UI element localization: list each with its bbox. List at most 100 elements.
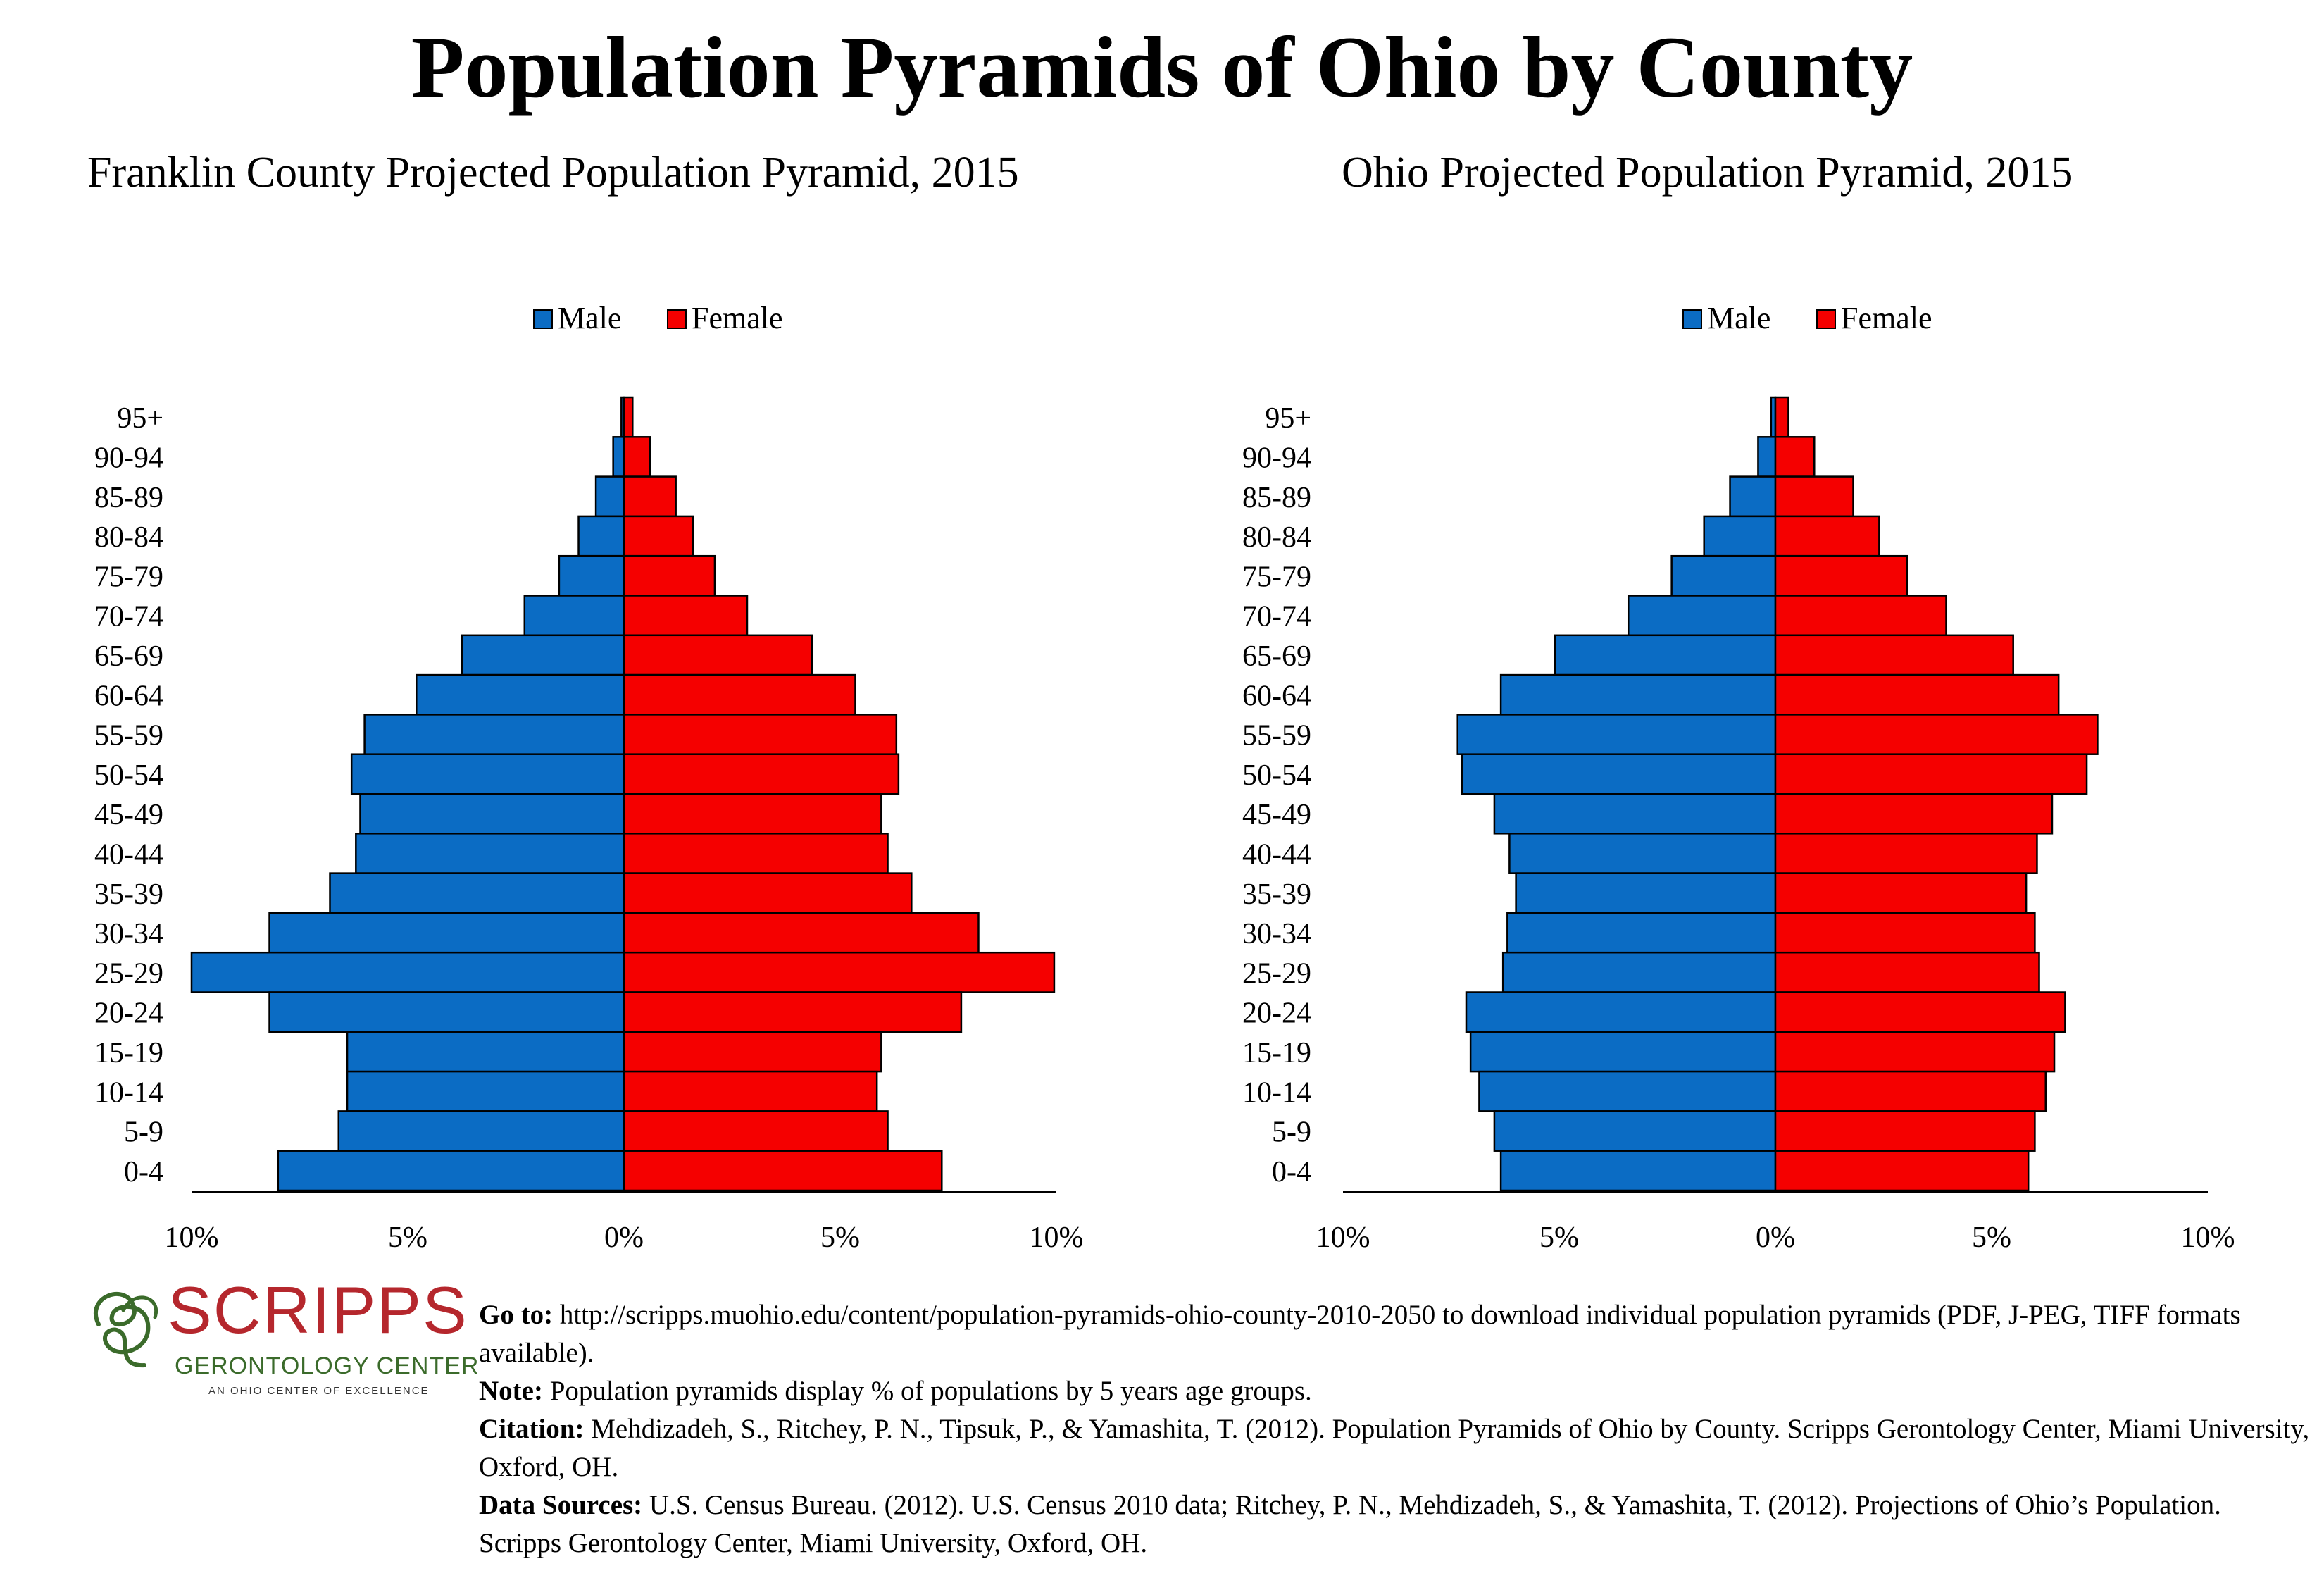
bar-female [623, 515, 694, 557]
bar-female [623, 833, 889, 874]
bar-male [1554, 634, 1777, 676]
category-label: 40-44 [94, 838, 163, 871]
bar-female [1774, 436, 1816, 478]
legend-label-female: Female [1841, 301, 1932, 335]
category-label: 80-84 [94, 521, 163, 554]
x-tick-label: 0% [1756, 1222, 1795, 1254]
chart-title-franklin: Franklin County Projected Population Pyr… [87, 149, 1019, 197]
bar-female [1774, 991, 2066, 1033]
category-label: 80-84 [1242, 521, 1311, 554]
category-label: 5-9 [124, 1117, 163, 1149]
bar-female [1774, 753, 2088, 795]
legend-label-female: Female [692, 301, 783, 335]
bar-male [1508, 833, 1777, 874]
footer-sources-text: U.S. Census Bureau. (2012). U.S. Census … [479, 1490, 2221, 1558]
bar-male [329, 872, 625, 914]
category-label: 30-34 [1242, 918, 1311, 950]
legend-swatch-female [1816, 309, 1836, 329]
bar-female [1774, 833, 2038, 874]
bar-female [623, 476, 677, 518]
footer-notes: Go to: http://scripps.muohio.edu/content… [479, 1296, 2310, 1562]
bar-male [1465, 991, 1777, 1033]
bar-female [1774, 714, 2099, 755]
logo-name: SCRIPPS [168, 1273, 468, 1347]
chart-title-ohio: Ohio Projected Population Pyramid, 2015 [1342, 149, 2073, 197]
category-label: 35-39 [94, 878, 163, 911]
bar-male [355, 833, 625, 874]
bar-female [623, 912, 980, 954]
category-label: 75-79 [94, 561, 163, 593]
category-label: 70-74 [1242, 601, 1311, 633]
x-tick-label: 10% [2181, 1222, 2235, 1254]
bar-female [1774, 912, 2036, 954]
logo-subtitle: GERONTOLOGY CENTER [175, 1353, 480, 1379]
bar-male [1757, 436, 1777, 478]
bar-female [623, 1150, 943, 1192]
bar-male [558, 554, 625, 597]
category-label: 55-59 [94, 720, 163, 752]
chart-legend: Male Female [1682, 301, 1932, 335]
x-tick-label: 5% [1972, 1222, 2011, 1254]
category-label: 15-19 [94, 1037, 163, 1069]
x-tick-label: 5% [388, 1222, 427, 1254]
bar-male [523, 595, 625, 637]
bar-male [1499, 673, 1777, 716]
category-label: 85-89 [1242, 482, 1311, 514]
bar-male [1469, 1031, 1777, 1073]
bar-male [1456, 714, 1777, 755]
chart-legend: Male Female [533, 301, 783, 335]
bar-male [346, 1031, 625, 1073]
x-tick-label: 10% [165, 1222, 219, 1254]
bar-female [1774, 1031, 2056, 1073]
category-label: 50-54 [94, 759, 163, 792]
category-label: 55-59 [1242, 720, 1311, 752]
footer-goto-text: http://scripps.muohio.edu/content/popula… [479, 1300, 2241, 1368]
bar-male [277, 1150, 625, 1192]
bar-female [623, 714, 898, 755]
x-tick-label: 10% [1316, 1222, 1370, 1254]
bar-female [1774, 476, 1854, 518]
bar-male [1729, 476, 1777, 518]
footer-goto: Go to: http://scripps.muohio.edu/content… [479, 1300, 2241, 1368]
bar-female [1774, 554, 1908, 597]
bar-female [623, 753, 900, 795]
bar-male [1501, 951, 1777, 993]
bar-female [623, 634, 813, 676]
category-label: 95+ [117, 402, 163, 435]
bar-female [623, 554, 716, 597]
footer-sources: Data Sources: U.S. Census Bureau. (2012)… [479, 1490, 2221, 1558]
footer-note-text: Population pyramids display % of populat… [549, 1376, 1312, 1406]
legend-label-male: Male [1707, 301, 1770, 335]
category-label: 65-69 [1242, 640, 1311, 673]
category-label: 35-39 [1242, 878, 1311, 911]
main-title: Population Pyramids of Ohio by County [411, 19, 1913, 116]
category-label: 10-14 [1242, 1076, 1311, 1109]
bar-female [1774, 515, 1880, 557]
bar-male [1506, 912, 1777, 954]
category-label: 65-69 [94, 640, 163, 673]
category-label: 5-9 [1272, 1117, 1311, 1149]
bar-male [346, 1070, 625, 1112]
bar-male [1493, 1110, 1777, 1152]
footer-note: Note: Population pyramids display % of p… [479, 1376, 1312, 1406]
category-label: 45-49 [1242, 799, 1311, 831]
category-label: 95+ [1265, 402, 1311, 435]
footer-citation-text: Mehdizadeh, S., Ritchey, P. N., Tipsuk, … [479, 1414, 2310, 1482]
category-label: 60-64 [1242, 680, 1311, 712]
category-label: 0-4 [1272, 1156, 1311, 1188]
bar-female [1774, 792, 2054, 835]
category-label: 75-79 [1242, 561, 1311, 593]
footer-citation: Citation: Mehdizadeh, S., Ritchey, P. N.… [479, 1414, 2310, 1482]
logo-tagline: AN OHIO CENTER OF EXCELLENCE [208, 1385, 430, 1397]
bar-male [1461, 753, 1777, 795]
x-tick-label: 0% [604, 1222, 644, 1254]
bar-male [1703, 515, 1777, 557]
bar-female [1774, 951, 2040, 993]
bar-male [1499, 1150, 1777, 1192]
bar-female [1774, 396, 1789, 438]
category-label: 40-44 [1242, 838, 1311, 871]
bar-female [623, 872, 913, 914]
bar-male [1627, 595, 1777, 637]
